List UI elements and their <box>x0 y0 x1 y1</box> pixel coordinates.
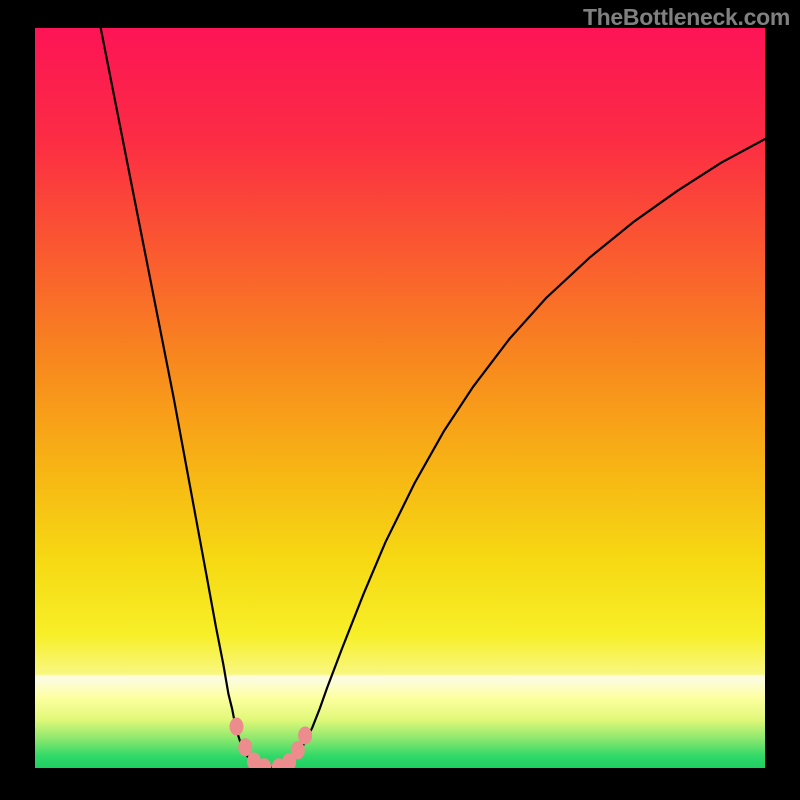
optimal-marker <box>291 741 305 759</box>
plot-background <box>35 28 765 768</box>
optimal-marker <box>229 718 243 736</box>
chart-frame: TheBottleneck.com <box>0 0 800 800</box>
optimal-marker <box>298 726 312 744</box>
optimal-marker <box>238 738 252 756</box>
watermark-text: TheBottleneck.com <box>583 4 790 31</box>
bottleneck-plot <box>35 28 765 768</box>
